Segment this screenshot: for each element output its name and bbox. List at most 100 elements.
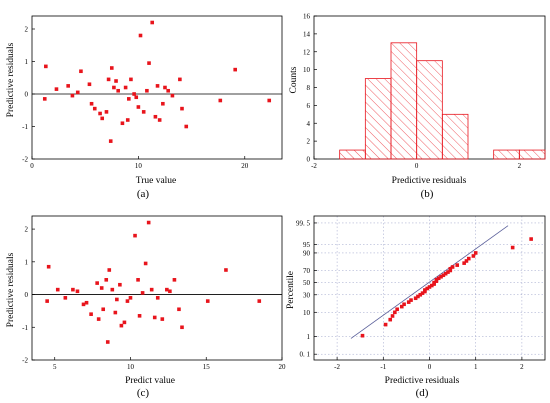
c-point [71, 287, 75, 292]
panel-d-points [360, 237, 533, 338]
a-point [145, 88, 149, 93]
d-point [464, 259, 469, 263]
c-point [45, 299, 49, 303]
c-xtick-label: 20 [279, 363, 287, 371]
panel-a-points [42, 20, 272, 143]
c-point [133, 233, 137, 238]
b-ytick-label: 12 [303, 48, 311, 56]
panel-b-label: (b) [421, 188, 434, 200]
d-point [462, 261, 466, 265]
a-point [109, 66, 114, 70]
c-point [75, 289, 80, 294]
d-ytick-label: 30 [303, 291, 311, 299]
c-point [152, 315, 157, 320]
d-point [450, 265, 455, 269]
b-bar [441, 113, 469, 160]
a-point [184, 124, 189, 129]
a-point [104, 110, 109, 114]
d-point [383, 322, 388, 327]
panel-a-ticks: 0 10 20 -2 -1 0 1 2 [22, 26, 249, 171]
d-point [434, 277, 439, 282]
c-point [46, 264, 51, 269]
d-ytick-label: 50 [303, 279, 311, 287]
d-point [430, 283, 434, 288]
a-point [106, 77, 111, 82]
c-point [119, 323, 124, 328]
b-ytick-label: 4 [307, 120, 311, 128]
c-point [177, 307, 181, 312]
a-point [153, 114, 158, 119]
c-point [107, 268, 112, 272]
d-point [439, 274, 443, 279]
b-ytick-label: 8 [307, 84, 311, 92]
a-ytick-label: 1 [25, 58, 29, 66]
a-point [54, 87, 59, 91]
a-point [108, 139, 113, 143]
c-point [224, 268, 228, 272]
b-ytick-label: 16 [303, 13, 311, 21]
d-xtick-label: -1 [380, 363, 386, 371]
a-point [218, 98, 223, 103]
c-point [205, 299, 210, 303]
d-point [432, 280, 436, 285]
panel-d-ylabel: Percentile [286, 271, 296, 309]
panel-b-bars [339, 42, 546, 160]
a-point [170, 93, 175, 98]
panel-c-axes [31, 215, 283, 361]
d-point [395, 307, 399, 312]
panel-a: 0 10 20 -2 -1 0 1 2 True value Predictive resid… [6, 15, 283, 200]
b-bar [416, 60, 443, 160]
a-point [132, 92, 136, 96]
c-point [110, 287, 115, 292]
a-xtick-label: 20 [241, 162, 249, 170]
panel-d-xlabel: Predictive residuals [385, 376, 460, 386]
b-bar [390, 42, 418, 160]
c-point [81, 302, 86, 307]
panel-c-label: (c) [137, 387, 150, 399]
c-point [84, 300, 89, 305]
a-ytick-label: -2 [22, 156, 28, 164]
c-ytick-label: 0 [25, 291, 29, 299]
b-ytick-label: 14 [303, 30, 311, 38]
d-point [529, 237, 533, 241]
d-point [448, 266, 453, 271]
a-point [129, 77, 133, 82]
d-point [510, 245, 515, 250]
panel-b-ylabel: Counts [289, 66, 299, 93]
panel-a-label: (a) [137, 188, 150, 200]
d-point [443, 271, 448, 276]
b-bar [339, 149, 366, 160]
d-point [388, 317, 393, 322]
c-point [125, 299, 130, 303]
a-point [89, 101, 94, 106]
c-point [155, 296, 160, 300]
panel-c-ylabel: Predictive residuals [6, 252, 16, 327]
c-point [128, 296, 133, 300]
panel-d-grid [314, 216, 545, 360]
a-point [112, 85, 116, 90]
d-ytick-label: 70 [303, 267, 311, 275]
d-ytick-label: 1 [307, 333, 311, 341]
d-point [427, 285, 432, 289]
d-point [390, 314, 395, 318]
c-point [160, 317, 165, 321]
d-ytick-label: 10 [303, 309, 311, 317]
a-point [134, 95, 139, 100]
a-point [157, 118, 162, 122]
d-point [416, 294, 420, 299]
panel-c-xlabel: Predict value [125, 376, 175, 386]
c-point [122, 320, 127, 325]
panel-c-ticks: 5 10 15 20 -2 -1 0 1 2 [22, 226, 286, 371]
c-point [96, 317, 101, 321]
d-ytick-label: 0. 1 [300, 351, 311, 359]
c-point [118, 282, 122, 287]
d-ytick-label: 95 [303, 241, 311, 249]
a-point [180, 106, 184, 111]
a-plot-frame [31, 15, 283, 160]
panel-d-label: (d) [416, 387, 429, 399]
d-point [423, 288, 427, 292]
